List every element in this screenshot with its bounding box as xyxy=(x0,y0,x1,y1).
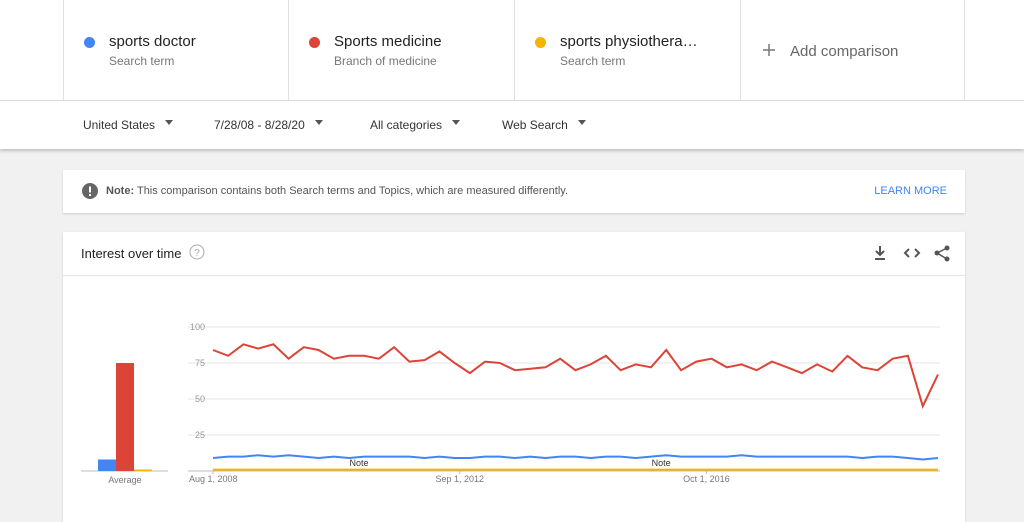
term-type: Branch of medicine xyxy=(334,54,437,68)
svg-text:?: ? xyxy=(194,248,200,259)
filter-bar: United States 7/28/08 - 8/28/20 All cate… xyxy=(0,101,1024,149)
note-label: Note: xyxy=(106,185,135,197)
term-type: Search term xyxy=(560,54,626,68)
date-filter[interactable]: 7/28/08 - 8/28/20 xyxy=(214,118,323,132)
y-tick-label: 50 xyxy=(195,394,205,404)
series-line xyxy=(212,454,939,461)
info-icon xyxy=(82,183,98,199)
share-icon[interactable] xyxy=(934,245,950,262)
term-name: sports physiothera… xyxy=(560,33,698,50)
term-name: Sports medicine xyxy=(334,33,442,50)
term-color-dot xyxy=(535,37,546,48)
download-icon[interactable] xyxy=(875,246,885,260)
term-name: sports doctor xyxy=(109,33,196,50)
category-filter[interactable]: All categories xyxy=(370,118,460,132)
term-cell[interactable]: sports physiothera… Search term xyxy=(514,0,740,100)
x-tick-label: Oct 1, 2016 xyxy=(683,474,730,484)
average-bar xyxy=(134,469,152,471)
page: sports doctor Search term Sports medicin… xyxy=(0,0,1024,509)
term-color-dot xyxy=(309,37,320,48)
learn-more-link[interactable]: LEARN MORE xyxy=(874,185,947,197)
comparison-bar: sports doctor Search term Sports medicin… xyxy=(0,0,1024,101)
plus-icon xyxy=(763,44,775,56)
embed-icon[interactable] xyxy=(903,248,921,258)
average-bar xyxy=(116,363,134,471)
search-type-filter[interactable]: Web Search xyxy=(502,118,586,132)
card-title: Interest over time xyxy=(81,246,182,261)
x-tick-label: Sep 1, 2012 xyxy=(436,474,485,484)
region-filter[interactable]: United States xyxy=(83,118,173,132)
note-text: This comparison contains both Search ter… xyxy=(136,185,569,197)
series-line xyxy=(212,343,939,409)
chart: 25 50 75 100 Aug 1, 2008 Sep 1, 2012 Oct 1, 20… xyxy=(81,322,940,485)
y-tick-label: 25 xyxy=(195,430,205,440)
term-color-dot xyxy=(84,37,95,48)
y-tick-label: 100 xyxy=(190,322,205,332)
term-cell[interactable]: sports doctor Search term xyxy=(63,0,288,100)
note-banner: Note: This comparison contains both Sear… xyxy=(63,170,965,213)
average-bar xyxy=(98,459,116,471)
x-tick-label: Aug 1, 2008 xyxy=(189,474,238,484)
average-label: Average xyxy=(108,475,141,485)
add-comparison-label: Add comparison xyxy=(790,43,899,60)
card-actions xyxy=(875,245,950,262)
add-comparison[interactable]: Add comparison xyxy=(740,0,965,100)
annotation: Note xyxy=(350,458,369,468)
annotation: Note xyxy=(652,458,671,468)
term-type: Search term xyxy=(109,54,175,68)
help-icon[interactable]: ? xyxy=(189,244,205,260)
y-tick-label: 75 xyxy=(195,358,205,368)
term-cell[interactable]: Sports medicine Branch of medicine xyxy=(288,0,514,100)
